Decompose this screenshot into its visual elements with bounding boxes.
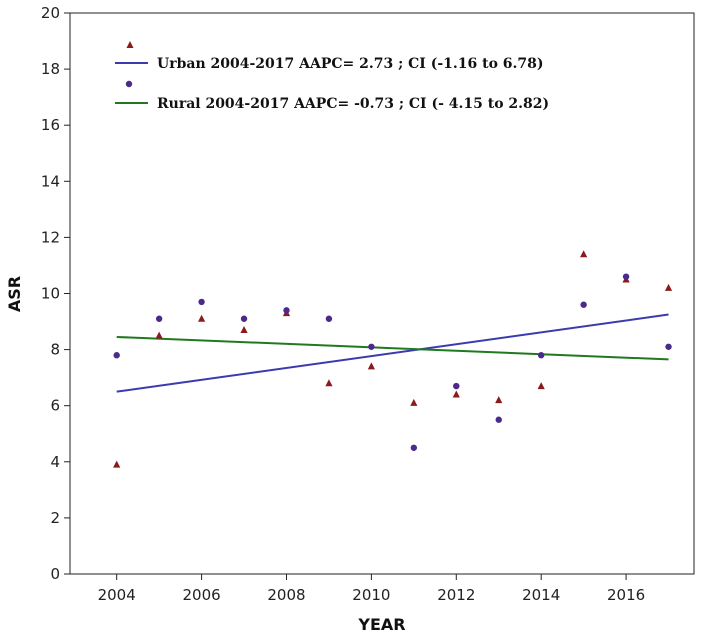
legend-urban-marker	[126, 41, 134, 48]
y-tick-label: 16	[41, 116, 60, 134]
rural-data-point	[113, 352, 120, 359]
urban-data-point	[495, 396, 503, 404]
urban-data-point	[240, 325, 248, 333]
trend-lines	[116, 313, 669, 393]
legend: Urban 2004-2017 AAPC= 2.73 ; CI (-1.16 t…	[115, 41, 549, 112]
rural-trend-line	[116, 335, 669, 361]
x-tick-label: 2016	[607, 586, 645, 604]
urban-trend-line	[116, 313, 669, 393]
legend-rural-label: Rural 2004-2017 AAPC= -0.73 ; CI (- 4.15…	[157, 96, 549, 112]
rural-data-point	[325, 315, 333, 322]
rural-data-point	[368, 343, 375, 350]
urban-data-point	[580, 250, 588, 258]
rural-data-point	[240, 315, 248, 322]
y-tick-label: 12	[41, 228, 60, 246]
x-axis-ticks: 2004 2006 2008 2010 2012 2014 2016	[98, 574, 645, 604]
y-tick-label: 10	[41, 285, 60, 303]
rural-data-point	[453, 382, 460, 390]
urban-data-point	[155, 331, 163, 339]
x-tick-label: 2004	[98, 586, 136, 604]
rural-data-point	[283, 307, 290, 314]
y-tick-label: 20	[41, 4, 60, 22]
legend-rural-marker	[125, 80, 133, 88]
x-axis-title: YEAR	[357, 615, 405, 634]
x-tick-label: 2012	[437, 586, 475, 604]
rural-data-point	[665, 343, 672, 350]
urban-data-point	[113, 460, 121, 468]
y-axis-ticks: 0 2 4 6 8 10 12 14 16 18 20	[41, 4, 70, 583]
y-tick-label: 6	[50, 397, 60, 415]
y-tick-label: 4	[50, 453, 60, 471]
x-tick-label: 2010	[352, 586, 390, 604]
y-tick-label: 18	[41, 60, 60, 78]
data-points	[113, 250, 673, 468]
legend-urban-label: Urban 2004-2017 AAPC= 2.73 ; CI (-1.16 t…	[157, 56, 544, 72]
urban-data-point	[367, 362, 375, 370]
rural-data-point	[580, 301, 587, 308]
urban-data-point	[664, 283, 673, 291]
y-tick-label: 14	[41, 172, 60, 190]
x-tick-label: 2008	[267, 586, 305, 604]
rural-data-point	[537, 352, 545, 359]
urban-data-point	[325, 379, 333, 387]
urban-data-point	[452, 390, 460, 398]
rural-data-point	[622, 273, 630, 280]
x-tick-label: 2014	[522, 586, 560, 604]
urban-data-point	[197, 314, 206, 322]
urban-data-point	[537, 382, 545, 390]
y-tick-label: 0	[50, 565, 60, 583]
rural-data-point	[198, 298, 205, 306]
rural-data-point	[410, 444, 418, 451]
x-tick-label: 2006	[182, 586, 220, 604]
urban-data-point	[410, 398, 418, 406]
y-axis-title: ASR	[5, 276, 24, 312]
y-tick-label: 8	[50, 341, 60, 359]
rural-data-point	[495, 416, 502, 423]
rural-data-point	[155, 315, 163, 322]
y-tick-label: 2	[50, 509, 60, 527]
